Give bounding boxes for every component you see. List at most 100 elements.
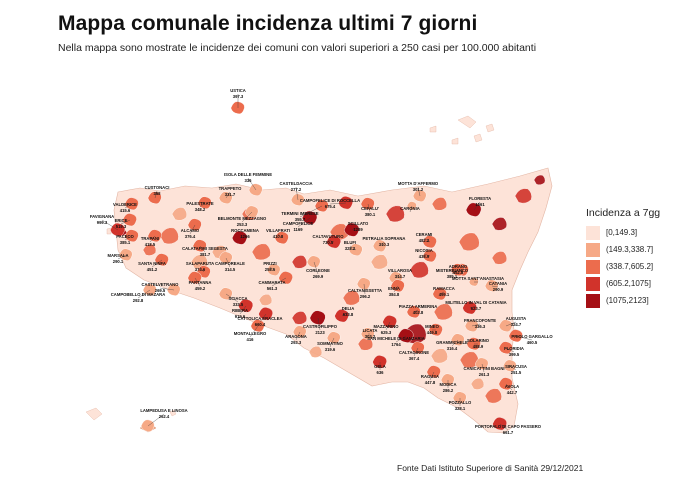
municipality-area (122, 213, 137, 227)
municipality-area (140, 419, 155, 432)
municipality-area (118, 248, 133, 261)
municipality-area (124, 229, 139, 243)
leader-line (137, 289, 151, 299)
leader-line (469, 305, 477, 309)
municipality-area (406, 201, 417, 211)
municipality-area (474, 357, 489, 370)
leader-line (451, 339, 459, 347)
municipality-value: 1289 (353, 227, 363, 232)
municipality-value: 293.3 (291, 340, 302, 345)
leader-line (413, 347, 419, 357)
municipality-value: 384.8 (389, 292, 400, 297)
municipality-value: 328.2 (345, 246, 356, 251)
leader-line (471, 323, 481, 327)
municipality-value: 314.7 (395, 274, 406, 279)
legend-label: [0,149.3] (606, 228, 638, 237)
leader-line (409, 205, 413, 213)
legend-label: (338.7,605.2] (606, 262, 654, 271)
municipality-value: 269.5 (155, 288, 166, 293)
municipality-value: 415.6 (120, 208, 131, 213)
municipality-area (244, 205, 259, 218)
municipality-area (397, 328, 414, 343)
municipality-name: ISOLA DELLE FEMMINE (224, 172, 272, 177)
municipality-area (159, 227, 179, 245)
municipality-name: RAGUSA (421, 374, 439, 379)
municipality-value: 277.2 (291, 187, 302, 192)
municipality-name: POZZALLO (449, 400, 472, 405)
municipality-value: 367.4 (409, 356, 420, 361)
municipality-name: CASTELDACCIA (279, 181, 312, 186)
municipality-name: CALTANISSETTA (348, 288, 382, 293)
aeolian-islands (429, 115, 495, 145)
leader-line (277, 233, 283, 239)
municipality-name: FAVIGNANA (90, 214, 114, 219)
leader-line (413, 309, 419, 313)
municipality-area (433, 303, 453, 321)
municipality-value: 519.3 (116, 224, 127, 229)
municipality-value: 253.3 (237, 222, 248, 227)
leader-line (329, 337, 335, 348)
municipality-area (334, 309, 349, 323)
municipality-area (450, 263, 465, 277)
municipality-value: 336 (245, 178, 253, 183)
municipality-value: 561.3 (267, 286, 278, 291)
municipality-value: 380.1 (365, 212, 376, 217)
municipality-value: 1764 (391, 342, 401, 347)
municipality-name: MARSALA (108, 253, 129, 258)
leader-line (363, 283, 366, 295)
leader-line (327, 239, 335, 243)
municipality-area (458, 232, 480, 251)
leader-line (451, 269, 459, 275)
municipality-value: 397.3 (233, 94, 244, 99)
municipality-area (238, 298, 254, 313)
municipality-area (484, 388, 502, 404)
municipality-area (491, 217, 507, 231)
municipality-area (440, 373, 455, 386)
leader-line (154, 190, 158, 199)
map-legend: Incidenza a 7gg [0,149.3] (149.3,338.7] (3… (586, 207, 660, 309)
municipality-area (290, 193, 305, 206)
municipality-name: CUSTONACI (145, 185, 170, 190)
municipality-area (342, 290, 360, 306)
sicily-outline (113, 167, 553, 434)
municipality-area (171, 207, 187, 221)
municipality-name: SCILLATO (348, 221, 369, 226)
municipality-area (514, 188, 532, 204)
municipality-area (231, 230, 248, 245)
municipality-area (428, 323, 443, 337)
municipality-area (291, 311, 307, 325)
municipality-value: 251.5 (511, 370, 522, 375)
leader-line (429, 371, 435, 381)
municipality-value: 303.2 (365, 334, 376, 339)
municipality-name: VILLAROSA (388, 268, 412, 273)
legend-item: [0,149.3] (586, 224, 660, 241)
municipality-name: MAZZARINO (373, 324, 399, 329)
municipality-value: 495.1 (439, 292, 450, 297)
municipality-value: 399.5 (509, 352, 520, 357)
municipality-value: 331.7 (225, 192, 236, 197)
municipality-name: PETRALIA SOPRANA (363, 236, 406, 241)
leader-line (199, 245, 206, 253)
municipality-name: SOLARINO (467, 338, 490, 343)
municipality-name: BLUFI (344, 240, 356, 245)
leader-line (351, 226, 359, 231)
municipality-area (502, 359, 517, 372)
leader-line (505, 321, 517, 327)
municipality-name: CARONIA (400, 206, 420, 211)
municipality-name: TRAPPETO (219, 186, 242, 191)
municipality-value: 336.3 (475, 324, 486, 329)
municipality-area (218, 251, 233, 265)
municipality-value: 999.3 (97, 220, 108, 225)
legend-item: (605.2,1075] (586, 275, 660, 292)
municipality-value: 488.9 (473, 344, 484, 349)
municipality-name: MOTTA D'AFFERMO (398, 181, 439, 186)
municipality-area (370, 254, 388, 270)
municipality-area (338, 196, 353, 210)
municipality-value: 355.7 (295, 217, 306, 222)
municipality-area (306, 255, 321, 268)
legend-label: (149.3,338.7] (606, 245, 654, 254)
leader-line (473, 201, 481, 211)
legend-title: Incidenza a 7gg (586, 207, 661, 219)
municipality-area (187, 218, 202, 232)
municipality-area (147, 191, 162, 205)
